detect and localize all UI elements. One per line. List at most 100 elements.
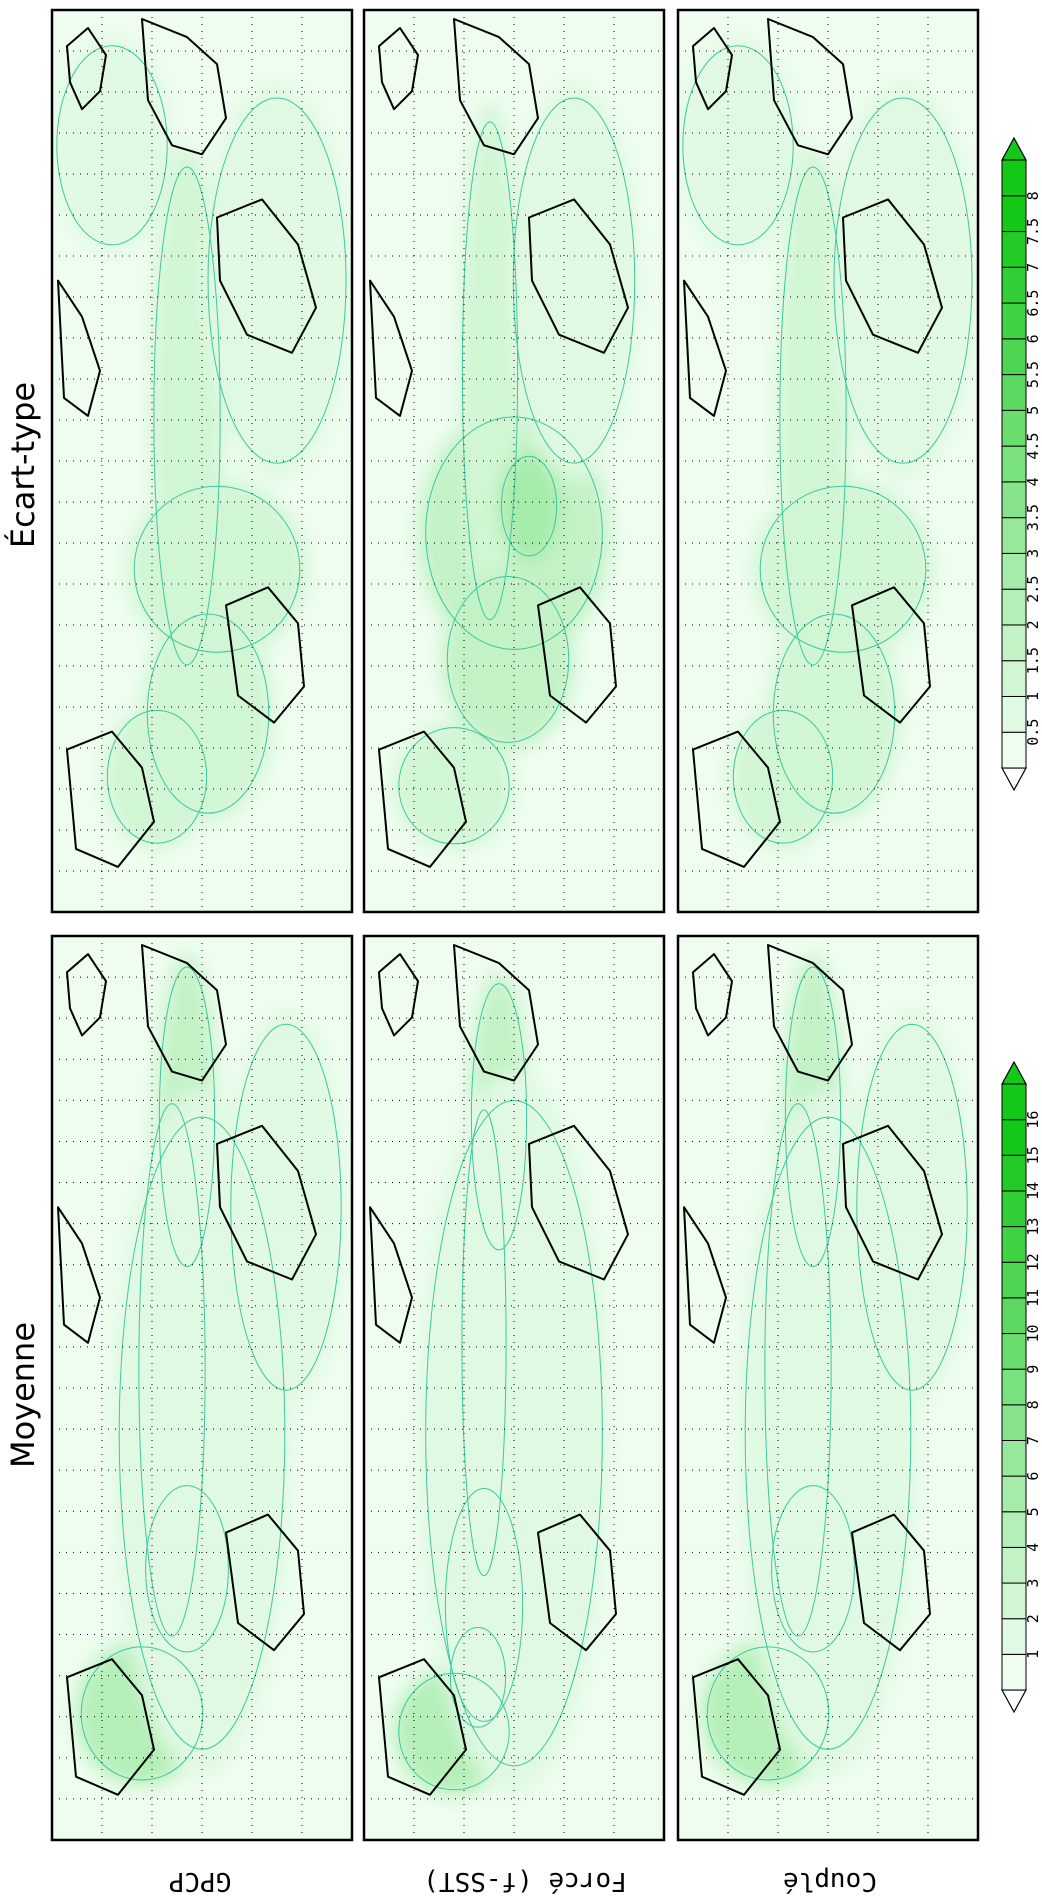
- contour-line: [145, 1485, 229, 1653]
- contour-line: [833, 97, 973, 464]
- contour-line: [512, 97, 636, 464]
- precip-field: [729, 704, 837, 849]
- contour-line: [461, 121, 519, 621]
- colorbar-box: [1001, 266, 1027, 304]
- contour-line: [779, 166, 847, 666]
- contour-line: [784, 966, 842, 1268]
- colorbar-tick-label: 3.5: [1024, 504, 1042, 531]
- panel-frame: [362, 934, 666, 1842]
- colorbar-tick-label: 4.5: [1024, 433, 1042, 460]
- contour-line: [138, 1103, 206, 1637]
- precip-field: [828, 82, 978, 480]
- colorbar-box: [1001, 1475, 1027, 1513]
- coastline: [767, 944, 853, 1082]
- colorbar-box: [1001, 731, 1027, 769]
- map-panel-mean-coupled: [676, 934, 980, 1842]
- coastline: [57, 279, 101, 417]
- colorbar-box: [1001, 1226, 1027, 1263]
- colorbar-box: [1001, 1546, 1027, 1584]
- coastline: [378, 27, 419, 111]
- row-label-coupled: Couplé: [783, 1866, 877, 1896]
- coastline: [528, 1124, 629, 1281]
- coastline: [453, 18, 539, 156]
- colorbar-box: [1001, 1333, 1027, 1370]
- panel-frame: [362, 8, 666, 914]
- contour-line: [56, 45, 168, 246]
- coastline: [692, 27, 733, 111]
- row-label-forced: Forcé (f-SST): [423, 1866, 627, 1896]
- panel-frame: [676, 934, 980, 1842]
- contour-line: [398, 1672, 510, 1791]
- coastline: [851, 1513, 931, 1652]
- coastline: [141, 18, 227, 156]
- contour-line: [158, 966, 216, 1268]
- coastline: [66, 730, 155, 868]
- precip-field: [678, 37, 798, 254]
- colorbar-tick-label: 5: [1024, 1507, 1042, 1516]
- colorbar-tick-label: 16: [1024, 1111, 1042, 1129]
- precip-field: [52, 37, 172, 254]
- colorbar-box: [1001, 517, 1027, 554]
- colorbar-box: [1001, 409, 1027, 447]
- coastline: [66, 1658, 155, 1796]
- coastline: [692, 1658, 781, 1796]
- contour-line: [759, 485, 927, 653]
- colorbar-box: [1001, 1404, 1027, 1441]
- colorbar-box: [1001, 1119, 1027, 1156]
- map-panel-std-gpcp: [50, 8, 354, 914]
- colorbar-tick-label: 1: [1024, 692, 1042, 701]
- colorbar-tick-label: 5.5: [1024, 361, 1042, 388]
- section-title-std: Écart-type: [4, 382, 42, 548]
- colorbar-tick-label: 8: [1024, 191, 1042, 200]
- coastline: [842, 198, 943, 354]
- colorbar-tick-label: 10: [1024, 1324, 1042, 1342]
- colorbar-arrow-max: [1000, 136, 1028, 161]
- contour-line: [133, 485, 301, 653]
- colorbar-tick-label: 9: [1024, 1365, 1042, 1374]
- panel-frame: [50, 8, 354, 914]
- coastline: [683, 1206, 727, 1344]
- coastline: [528, 198, 629, 354]
- colorbar-box: [1001, 445, 1027, 483]
- colorbar-tick-label: 3: [1024, 1579, 1042, 1588]
- precip-field: [103, 704, 211, 849]
- contour-line: [230, 1023, 342, 1391]
- contour-line: [146, 613, 270, 814]
- colorbar-tick-label: 7: [1024, 263, 1042, 272]
- colorbar-tick-label: 1.5: [1024, 647, 1042, 674]
- coastline: [225, 1513, 305, 1652]
- contour-line: [856, 1023, 968, 1391]
- coastline: [66, 27, 107, 111]
- contour-line: [449, 1626, 507, 1728]
- contour-line: [106, 709, 208, 844]
- contour-line: [80, 1646, 204, 1781]
- colorbar-tick-label: 2: [1024, 1614, 1042, 1623]
- section-title-mean: Moyenne: [4, 1322, 42, 1468]
- colorbar-box: [1001, 1439, 1027, 1477]
- contour-line: [425, 1100, 603, 1767]
- colorbar-box: [1001, 374, 1027, 411]
- colorbar-tick-label: 11: [1024, 1289, 1042, 1307]
- coastline: [842, 1124, 943, 1281]
- contour-line: [744, 1116, 912, 1750]
- colorbar-box: [1001, 1653, 1027, 1691]
- contour-line: [153, 166, 221, 666]
- colorbar-box: [1001, 195, 1027, 233]
- colorbar-tick-label: 6: [1024, 1472, 1042, 1481]
- colorbar-box: [1001, 1297, 1027, 1335]
- colorbar-tick-label: 8: [1024, 1400, 1042, 1409]
- colorbar-tick-label: 6: [1024, 334, 1042, 343]
- contour-line: [732, 709, 834, 844]
- coastline: [216, 198, 317, 354]
- contour-line: [118, 1116, 286, 1750]
- colorbar-box: [1001, 159, 1027, 197]
- contour-line: [682, 45, 794, 246]
- colorbar-arrow-min: [1000, 1689, 1028, 1714]
- colorbar-arrow-min: [1000, 767, 1028, 792]
- colorbar-box: [1001, 1618, 1027, 1655]
- contour-line: [446, 575, 570, 743]
- colorbar-arrow-max: [1000, 1060, 1028, 1085]
- coastline: [141, 944, 227, 1082]
- contour-line: [398, 727, 510, 845]
- coastline: [369, 279, 413, 417]
